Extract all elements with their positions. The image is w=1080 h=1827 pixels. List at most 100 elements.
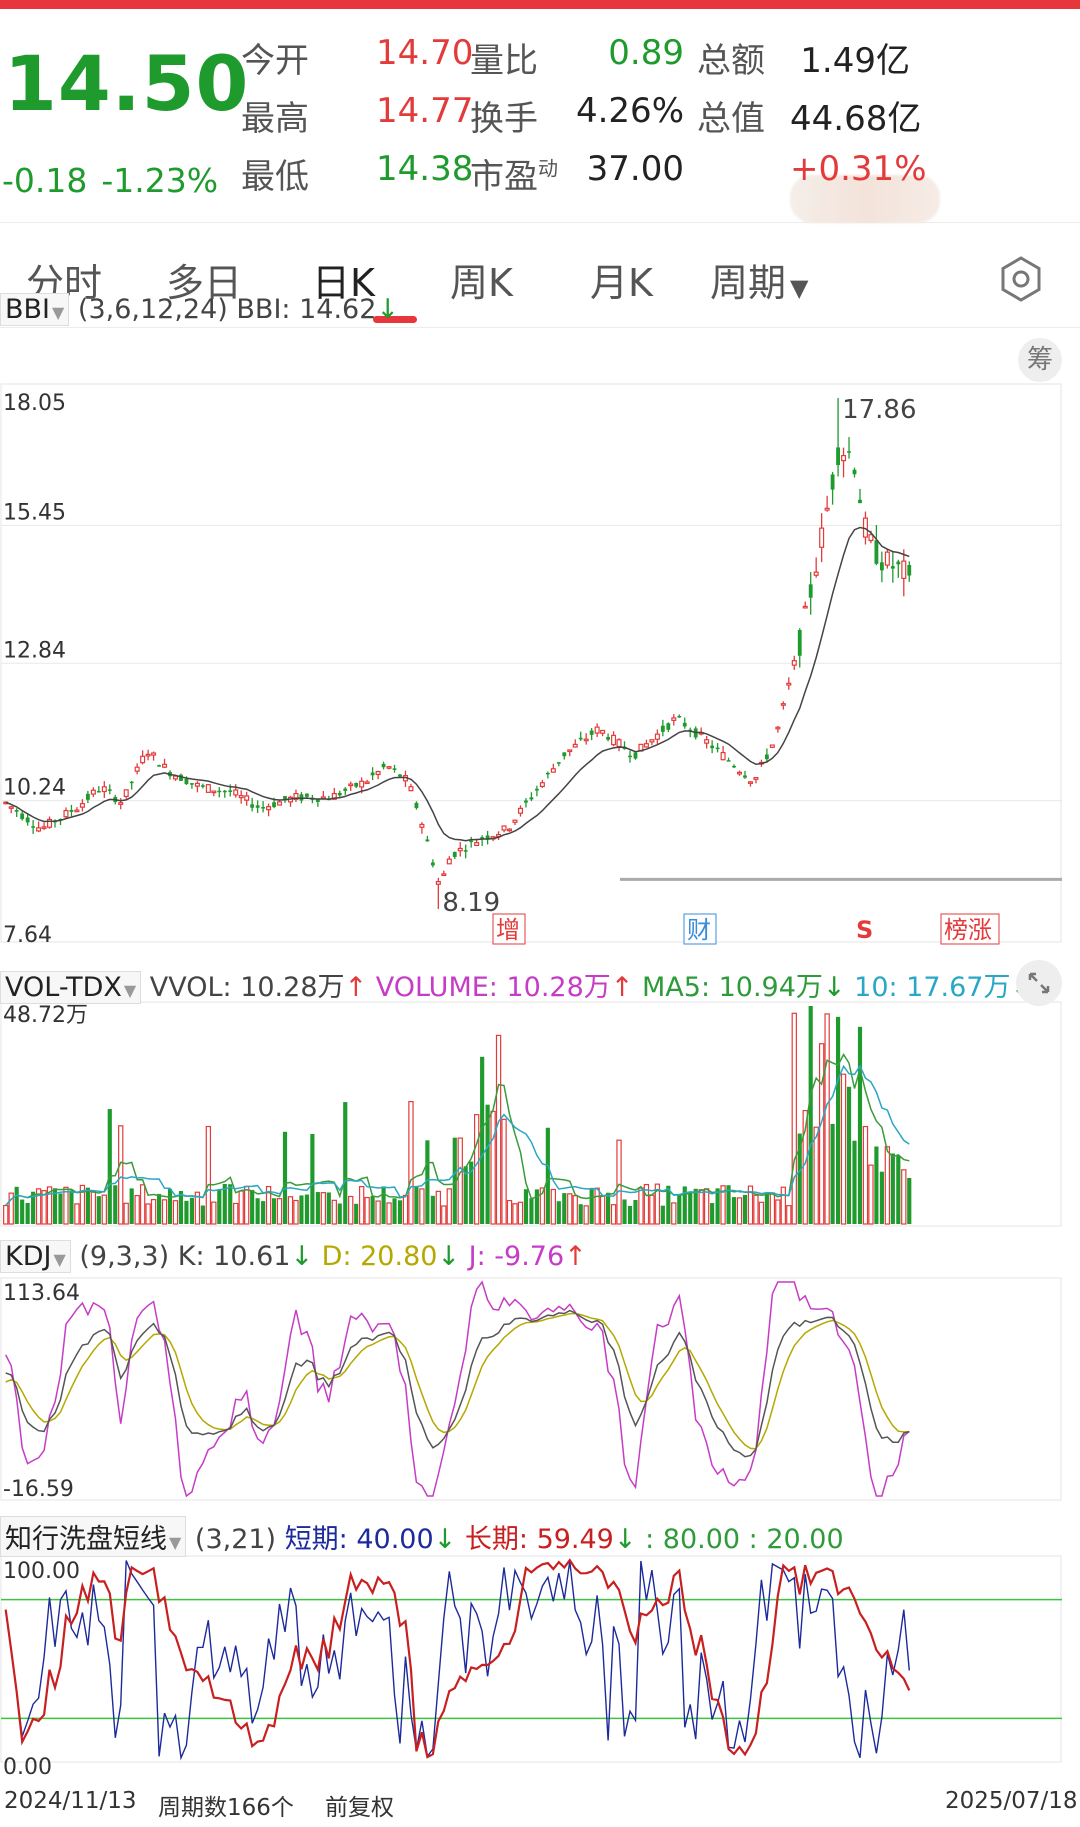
- volume-bar: [633, 1199, 638, 1224]
- candle-body: [643, 743, 649, 748]
- candle-body: [79, 803, 85, 808]
- candle-body: [255, 805, 260, 808]
- volume-bar: [606, 1192, 611, 1224]
- candle-body: [179, 774, 183, 781]
- tab-weekly-k[interactable]: 周K: [450, 261, 513, 305]
- candle-body: [370, 772, 375, 776]
- candle-body: [884, 551, 890, 566]
- kdj-k-line: [5, 1309, 910, 1458]
- volume-bar: [473, 1114, 480, 1225]
- price-tick-label: 12.84: [3, 638, 66, 663]
- volume-bar: [228, 1184, 233, 1224]
- volume-bar: [457, 1137, 463, 1225]
- zx-frame: [0, 1555, 1062, 1763]
- volume-bar: [715, 1188, 720, 1224]
- stat-label-amount: 总额: [697, 41, 765, 81]
- event-marker: S: [856, 916, 873, 944]
- volume-bar: [622, 1199, 627, 1224]
- candle-body: [907, 564, 912, 576]
- volume-bar: [8, 1192, 14, 1225]
- candle-body: [402, 775, 408, 782]
- volume-bar: [452, 1137, 457, 1224]
- dropdown-triangle-icon: ▼: [53, 1250, 66, 1269]
- volume-bar: [710, 1203, 715, 1224]
- ma10-value: 10: 17.67万: [854, 972, 1011, 1003]
- volume-bar: [688, 1192, 693, 1224]
- volume-bar: [517, 1201, 524, 1225]
- candle-body: [53, 820, 57, 823]
- volume-bar: [742, 1194, 748, 1224]
- candle-body: [452, 852, 457, 857]
- candle-body: [101, 786, 107, 793]
- tab-multi-day[interactable]: 多日: [166, 261, 243, 305]
- volume-bar: [835, 1016, 841, 1224]
- kdj-max-label: 113.64: [3, 1281, 80, 1306]
- candle-body: [677, 715, 682, 718]
- tab-daily-k[interactable]: 日K: [312, 261, 375, 305]
- volume-bar: [677, 1194, 682, 1224]
- down-arrow-icon: ↓: [433, 1524, 457, 1555]
- price-change: -0.18 -1.23%: [2, 161, 232, 200]
- volume-bar: [441, 1205, 447, 1225]
- candle-body: [107, 789, 112, 791]
- volume-bar: [79, 1184, 86, 1225]
- candle-body: [69, 809, 74, 812]
- candle-body: [244, 795, 250, 801]
- volume-bar: [572, 1195, 578, 1225]
- price-frame: [0, 383, 1062, 943]
- kdj-k-value: K: 10.61: [177, 1241, 291, 1272]
- bbi-value: BBI: 14.62: [236, 294, 377, 325]
- bbi-selector[interactable]: BBI ▼: [0, 293, 70, 326]
- candle-body: [682, 722, 687, 727]
- volume-bar: [764, 1192, 769, 1224]
- candle-body: [660, 725, 665, 732]
- vol-selector[interactable]: VOL-TDX ▼: [0, 971, 142, 1004]
- candle-body: [123, 789, 129, 798]
- candle-body: [430, 862, 435, 866]
- candle-body: [386, 766, 392, 769]
- candle-body: [145, 753, 151, 757]
- volume-bar: [539, 1187, 546, 1225]
- chip-distribution-button[interactable]: 筹: [1018, 338, 1062, 382]
- candle-body: [824, 507, 830, 511]
- candle-body: [671, 717, 677, 721]
- candle-body: [172, 775, 179, 780]
- dropdown-triangle-icon: ▼: [123, 981, 137, 1000]
- volume-bar: [402, 1194, 409, 1225]
- tab-period-dropdown[interactable]: 周期 ▼: [710, 261, 809, 305]
- settings-hexagon-icon[interactable]: [996, 254, 1046, 304]
- stat-value-high: 14.77: [376, 91, 474, 131]
- bbi-line: [5, 526, 910, 842]
- footer-adjust-mode[interactable]: 前复权: [325, 1795, 394, 1821]
- volume-bar: [69, 1190, 74, 1224]
- candle-body: [688, 729, 693, 732]
- zx-selector[interactable]: 知行洗盘短线 ▼: [0, 1516, 187, 1557]
- volume-bar: [583, 1205, 589, 1225]
- tab-monthly-k[interactable]: 月K: [590, 261, 653, 305]
- candle-body: [496, 833, 502, 838]
- candle-body: [622, 746, 627, 750]
- volume-bar: [310, 1134, 315, 1224]
- candle-body: [862, 517, 868, 538]
- candle-body: [847, 451, 851, 453]
- candle-body: [354, 783, 359, 787]
- volume-bar: [123, 1202, 129, 1225]
- volume-bar: [35, 1188, 42, 1225]
- zx-max-label: 100.00: [3, 1559, 80, 1584]
- volume-bar: [747, 1185, 754, 1225]
- volume-bar: [485, 1104, 490, 1224]
- candle-body: [753, 776, 759, 780]
- bbi-params: (3,6,12,24): [77, 294, 228, 325]
- candle-body: [628, 755, 632, 758]
- volume-bar: [250, 1189, 255, 1224]
- volume-bar: [874, 1146, 879, 1224]
- vol-header: VOL-TDX ▼ VVOL: 10.28万↑ VOLUME: 10.28万↑ M…: [0, 965, 1033, 1004]
- down-arrow-icon: ↓: [290, 1241, 314, 1272]
- up-arrow-icon: ↑: [344, 972, 368, 1003]
- volume-bar: [786, 1205, 792, 1225]
- kdj-selector[interactable]: KDJ ▼: [0, 1240, 71, 1273]
- volume-bar: [589, 1187, 594, 1224]
- expand-icon[interactable]: [1016, 960, 1062, 1006]
- volume-bar: [271, 1198, 277, 1224]
- candle-body: [3, 801, 9, 805]
